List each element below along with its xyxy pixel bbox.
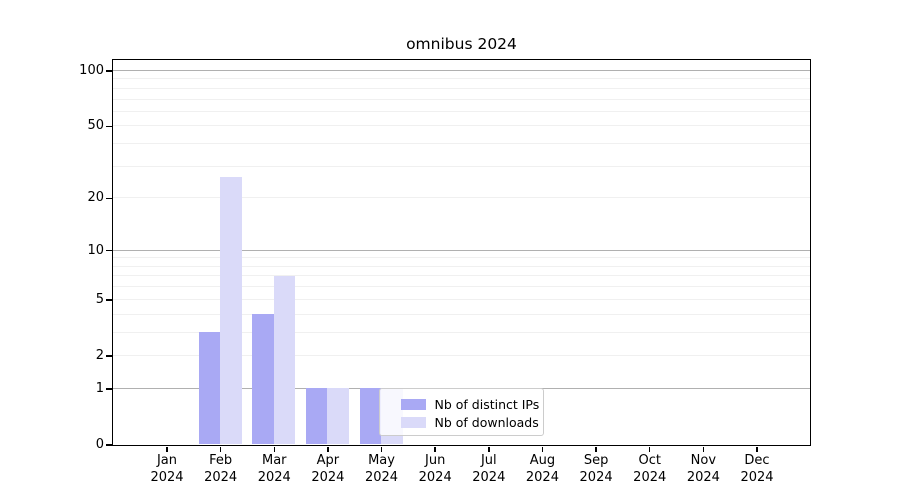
gridline-minor-50 <box>112 125 810 127</box>
y-tick-label-5: 5 <box>95 291 104 307</box>
x-tick-mark <box>702 446 705 452</box>
gridline-minor-70 <box>112 98 810 100</box>
x-tick-label-jan: Jan 2024 <box>150 453 184 485</box>
y-tick-label-100: 100 <box>79 62 104 78</box>
legend-swatch-distinct-ips <box>400 399 426 410</box>
x-tick-label-feb: Feb 2024 <box>204 453 238 485</box>
y-tick-mark <box>106 125 112 128</box>
x-tick-label-may: May 2024 <box>364 453 399 485</box>
x-tick-label-apr: Apr 2024 <box>311 453 345 485</box>
y-tick-mark <box>106 355 112 357</box>
x-tick-label-aug: Aug 2024 <box>525 453 559 485</box>
bar-distinct-ips-feb <box>198 332 221 445</box>
x-tick-mark <box>219 446 222 452</box>
legend-item-distinct-ips: Nb of distinct IPs <box>400 396 543 414</box>
gridline-minor-80 <box>112 87 810 89</box>
x-tick-label-nov: Nov 2024 <box>686 453 720 485</box>
legend-item-downloads: Nb of downloads <box>400 414 543 432</box>
y-tick-label-2: 2 <box>95 347 104 363</box>
x-tick-label-oct: Oct 2024 <box>633 453 667 485</box>
gridline-minor-2 <box>112 354 810 356</box>
bar-distinct-ips-may <box>359 388 382 445</box>
x-tick-mark <box>327 446 329 452</box>
x-tick-mark <box>595 446 597 452</box>
bar-downloads-mar <box>273 275 296 445</box>
y-tick-label-1: 1 <box>95 380 104 396</box>
x-tick-mark <box>648 446 651 452</box>
legend: Nb of distinct IPs Nb of downloads <box>378 387 544 436</box>
x-tick-mark <box>488 446 490 452</box>
gridline-minor-90 <box>112 78 810 80</box>
x-tick-label-mar: Mar 2024 <box>257 453 291 485</box>
y-tick-mark <box>106 388 112 390</box>
legend-swatch-downloads <box>400 417 426 428</box>
bar-downloads-feb <box>220 177 242 445</box>
x-tick-mark <box>166 446 168 452</box>
y-tick-label-0: 0 <box>95 437 104 452</box>
gridline-minor-8 <box>112 265 810 267</box>
x-tick-label-sep: Sep 2024 <box>579 453 613 485</box>
plot-area: Nb of distinct IPs Nb of downloads <box>111 58 811 446</box>
x-tick-mark <box>541 446 544 452</box>
legend-label-distinct-ips: Nb of distinct IPs <box>434 396 540 412</box>
gridline-minor-60 <box>112 110 810 112</box>
bar-downloads-apr <box>327 388 349 445</box>
gridline-minor-20 <box>112 197 810 199</box>
x-tick-mark <box>434 446 436 452</box>
gridline-minor-9 <box>112 257 810 259</box>
gridline-minor-6 <box>112 286 810 288</box>
x-tick-mark <box>273 446 276 452</box>
gridline-minor-5 <box>112 298 810 300</box>
y-tick-mark <box>106 299 112 301</box>
bar-distinct-ips-apr <box>305 388 328 445</box>
y-tick-mark <box>106 444 112 446</box>
gridline-major-100 <box>112 69 810 71</box>
gridline-minor-40 <box>112 143 810 145</box>
x-tick-mark <box>380 446 383 452</box>
x-tick-mark <box>756 446 758 452</box>
gridline-minor-3 <box>112 331 810 333</box>
y-tick-mark <box>106 249 112 252</box>
gridline-major-10 <box>112 249 810 251</box>
y-tick-label-10: 10 <box>87 242 104 258</box>
y-tick-label-20: 20 <box>87 190 104 206</box>
x-tick-label-jun: Jun 2024 <box>418 453 452 485</box>
bar-distinct-ips-mar <box>252 314 274 445</box>
gridline-minor-4 <box>112 313 810 315</box>
x-tick-label-dec: Dec 2024 <box>740 453 774 485</box>
y-tick-mark <box>106 70 112 72</box>
plot-inner <box>112 60 810 445</box>
legend-label-downloads: Nb of downloads <box>434 414 539 430</box>
y-tick-label-50: 50 <box>87 118 104 134</box>
x-tick-label-jul: Jul 2024 <box>472 453 506 485</box>
gridline-minor-7 <box>112 275 810 277</box>
chart-title: omnibus 2024 <box>406 35 517 53</box>
y-tick-mark <box>106 197 112 200</box>
gridline-minor-30 <box>112 165 810 167</box>
